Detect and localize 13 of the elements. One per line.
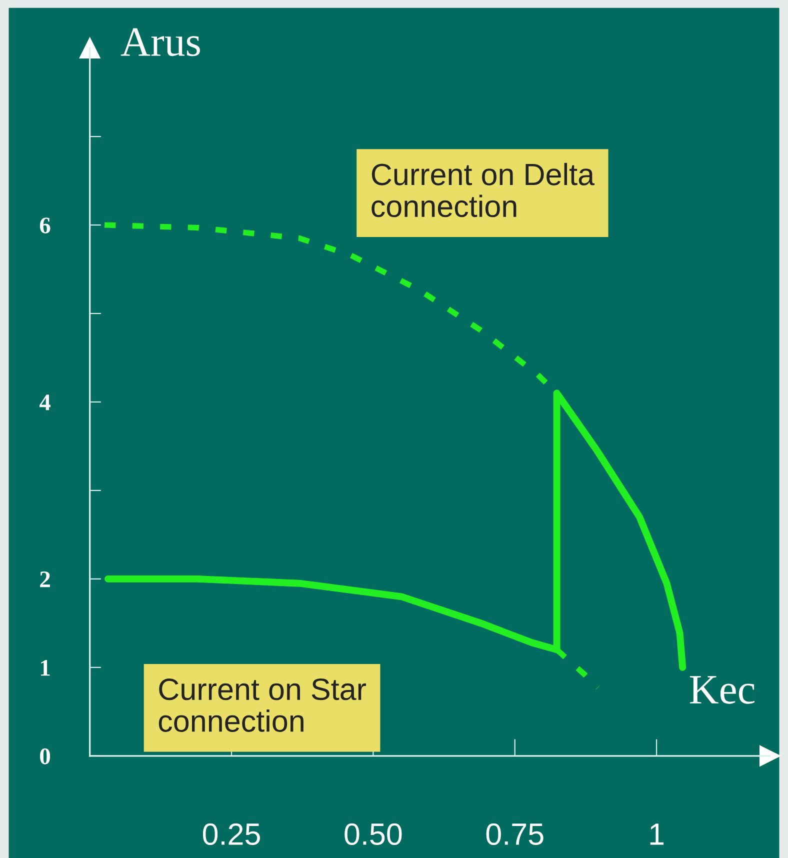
x-tick-label: 0.50 [344,823,402,846]
y-tick-label: 1 [41,660,50,676]
y-axis-title: Arus [120,28,200,56]
x-tick-label: 0.75 [486,823,544,846]
y-tick-label: 0 [40,748,50,764]
x-tick-label: 0.25 [202,823,260,846]
annotation: Current on Delta connection [372,162,595,218]
annotation: Current on Star connection [158,678,366,732]
y-tick-label: 6 [40,218,50,234]
x-axis-title: Kec [690,676,755,704]
y-tick-label: 2 [40,571,50,588]
y-tick-label: 4 [39,394,51,410]
x-tick-label: 1 [650,824,664,845]
